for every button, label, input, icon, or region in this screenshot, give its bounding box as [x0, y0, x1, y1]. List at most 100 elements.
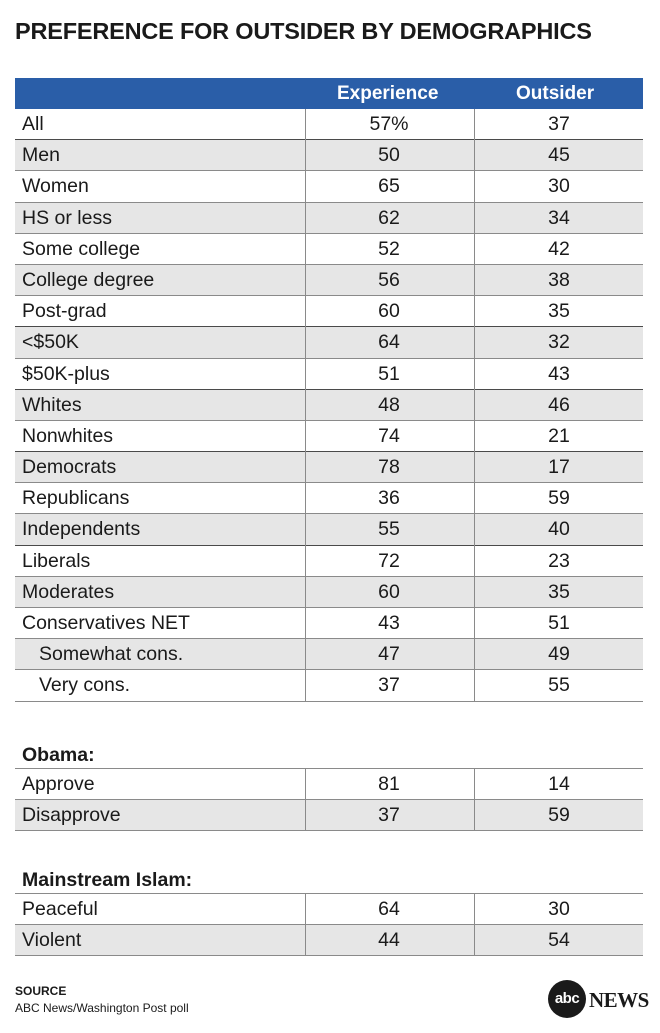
experience-value: 37: [378, 804, 400, 827]
row-label: Somewhat cons.: [39, 643, 184, 666]
outsider-value: 34: [548, 206, 570, 229]
table-row: Somewhat cons. 47 49: [15, 639, 643, 671]
column-divider: [305, 109, 306, 702]
row-label: Peaceful: [22, 898, 98, 920]
table-row: Democrats 78 17: [15, 452, 643, 484]
table-row: College degree 56 38: [15, 264, 643, 297]
outsider-value: 35: [548, 580, 570, 603]
source-text: ABC News/Washington Post poll: [15, 1001, 189, 1015]
table-row: Independents 55 40: [15, 514, 643, 546]
experience-value: 55: [378, 518, 400, 541]
abc-news-logo: abc NEWS: [548, 980, 649, 1020]
row-label: Violent: [22, 929, 82, 952]
table-row: $50K-plus 51 43: [15, 359, 643, 390]
column-divider: [474, 109, 475, 702]
experience-value: 50: [378, 144, 400, 167]
experience-value: 57%: [369, 113, 409, 135]
chart-title: PREFERENCE FOR OUTSIDER BY DEMOGRAPHICS: [15, 18, 592, 44]
row-label: Women: [22, 175, 89, 198]
row-label: Nonwhites: [22, 424, 114, 447]
outsider-value: 54: [548, 929, 570, 952]
outsider-value: 17: [548, 456, 570, 479]
experience-value: 56: [378, 268, 400, 291]
row-label: College degree: [22, 268, 155, 291]
news-wordmark: NEWS: [589, 988, 649, 1012]
outsider-value: 42: [548, 237, 570, 260]
outsider-value: 35: [548, 300, 570, 323]
row-label: Republicans: [22, 487, 130, 510]
experience-value: 65: [378, 175, 400, 198]
outsider-value: 55: [548, 674, 570, 697]
experience-value: 51: [378, 362, 400, 385]
outsider-value: 40: [548, 518, 570, 541]
row-label: Democrats: [22, 456, 117, 479]
table-row: Women 65 30: [15, 171, 643, 203]
source-label: SOURCE: [15, 984, 67, 998]
row-label: Moderates: [22, 580, 115, 603]
column-divider: [305, 894, 306, 957]
section-heading: Mainstream Islam:: [22, 869, 193, 891]
table-row: Very cons. 37 55: [15, 670, 643, 702]
experience-value: 72: [378, 549, 400, 572]
experience-value: 60: [378, 580, 400, 603]
outsider-value: 45: [548, 144, 570, 167]
row-label: HS or less: [22, 206, 112, 229]
row-label: Men: [22, 144, 60, 167]
table-row: Violent 44 54: [15, 925, 643, 957]
experience-value: 64: [378, 331, 400, 354]
experience-value: 47: [378, 643, 400, 666]
table-row: Some college 52 42: [15, 234, 643, 265]
row-label: Liberals: [22, 549, 91, 572]
experience-value: 36: [378, 487, 400, 510]
outsider-value: 37: [548, 113, 570, 135]
abc-logo-circle: abc: [548, 980, 586, 1018]
table-row: Peaceful 64 30: [15, 894, 643, 926]
table-row: Republicans 36 59: [15, 483, 643, 515]
table-row: Liberals 72 23: [15, 546, 643, 577]
outsider-value: 21: [548, 424, 570, 447]
outsider-value: 30: [548, 175, 570, 198]
outsider-value: 23: [548, 549, 570, 572]
outsider-value: 43: [548, 362, 570, 385]
row-label: $50K-plus: [22, 362, 110, 385]
table-group: Approve 81 14 Disapprove 37 59: [15, 768, 643, 832]
section-heading: Obama:: [22, 744, 95, 766]
experience-value: 37: [378, 674, 400, 697]
experience-value: 52: [378, 237, 400, 260]
outsider-value: 30: [548, 898, 570, 920]
row-label: Whites: [22, 393, 82, 416]
table-row: Moderates 60 35: [15, 576, 643, 608]
row-label: Independents: [22, 518, 141, 541]
outsider-value: 14: [548, 773, 570, 795]
table-row: <$50K 64 32: [15, 327, 643, 359]
experience-value: 44: [378, 929, 400, 952]
row-label: Very cons.: [39, 674, 131, 697]
outsider-value: 51: [548, 612, 570, 634]
experience-value: 62: [378, 206, 400, 229]
table-row: Nonwhites 74 21: [15, 421, 643, 453]
table-group: Peaceful 64 30 Violent 44 54: [15, 893, 643, 957]
row-label: Disapprove: [22, 804, 121, 827]
row-label: Conservatives NET: [22, 612, 190, 634]
outsider-value: 38: [548, 268, 570, 291]
table-header: Experience Outsider: [15, 78, 643, 109]
outsider-value: 32: [548, 331, 570, 354]
outsider-value: 59: [548, 487, 570, 510]
table-row: HS or less 62 34: [15, 202, 643, 234]
experience-value: 60: [378, 300, 400, 323]
outsider-value: 46: [548, 393, 570, 416]
row-label: <$50K: [22, 331, 79, 354]
experience-value: 81: [378, 773, 400, 795]
row-label: Approve: [22, 773, 95, 795]
row-label: All: [22, 113, 44, 135]
experience-value: 48: [378, 393, 400, 416]
outsider-value: 59: [548, 804, 570, 827]
experience-value: 74: [378, 424, 400, 447]
row-label: Post-grad: [22, 300, 107, 323]
column-header-experience: Experience: [337, 83, 439, 104]
table-group: All 57% 37 Men 50 45 Women 65 30 HS or less 62 34 So…: [15, 109, 643, 702]
table-row: Approve 81 14: [15, 769, 643, 801]
table-row: Men 50 45: [15, 140, 643, 172]
column-divider: [474, 769, 475, 832]
row-label: Some college: [22, 237, 141, 260]
